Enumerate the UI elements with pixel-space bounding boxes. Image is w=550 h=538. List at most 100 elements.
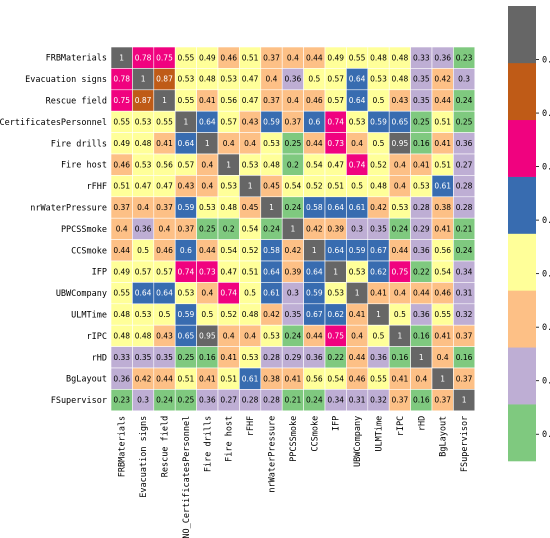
heatmap-cell-value: 0.5 — [137, 246, 149, 255]
heatmap-cell-value: 0.4 — [394, 289, 406, 298]
heatmap-cell-value: 0.74 — [349, 160, 366, 169]
heatmap-cell-value: 0.54 — [242, 225, 259, 234]
heatmap-cell-value: 0.48 — [113, 332, 130, 341]
heatmap-cell-value: 0.4 — [287, 96, 299, 105]
heatmap-cell-value: 0.49 — [199, 53, 216, 62]
heatmap-cell-value: 0.53 — [135, 310, 152, 319]
heatmap-cell-value: 0.25 — [285, 139, 302, 148]
heatmap-cell-value: 0.22 — [413, 267, 430, 276]
heatmap-cell-value: 0.42 — [263, 310, 280, 319]
heatmap-cell-value: 0.33 — [413, 53, 430, 62]
heatmap-cell-value: 0.41 — [220, 353, 237, 362]
heatmap-cell-value: 0.47 — [156, 182, 173, 191]
heatmap-cell-value: 0.57 — [178, 160, 195, 169]
heatmap-cell-value: 0.95 — [392, 139, 409, 148]
heatmap-cell-value: 0.48 — [392, 53, 409, 62]
heatmap-cell-value: 0.5 — [373, 96, 385, 105]
column-tick-label: nrWaterPressure — [268, 416, 278, 493]
heatmap-cell-value: 0.37 — [178, 225, 195, 234]
heatmap-cell-value: 0.22 — [327, 353, 344, 362]
heatmap-cell-value: 0.43 — [392, 96, 409, 105]
heatmap-cell-value: 0.35 — [413, 75, 430, 84]
heatmap-cell-value: 0.35 — [135, 353, 152, 362]
row-tick-label: UBWCompany — [56, 289, 107, 299]
heatmap-cell-value: 0.56 — [306, 374, 323, 383]
heatmap-cell-value: 0.44 — [306, 53, 323, 62]
heatmap-cell-value: 0.41 — [199, 96, 216, 105]
row-tick-label: IFP — [92, 268, 107, 278]
heatmap-cell-value: 0.78 — [135, 53, 152, 62]
heatmap-cell-value: 0.95 — [199, 332, 216, 341]
heatmap-cell-value: 0.58 — [263, 246, 280, 255]
row-tick-label: rFHF — [87, 182, 107, 192]
column-tick-label: CCSmoke — [310, 416, 320, 452]
heatmap-cell-value: 0.3 — [137, 396, 149, 405]
heatmap-cell-value: 0.35 — [413, 96, 430, 105]
heatmap-cell-value: 0.44 — [113, 246, 130, 255]
heatmap-cell-value: 0.49 — [113, 139, 130, 148]
heatmap-cell-value: 0.4 — [223, 139, 235, 148]
column-tick-label: rHD — [417, 416, 427, 431]
heatmap-cell-value: 0.53 — [392, 203, 409, 212]
heatmap-cell-value: 0.53 — [199, 203, 216, 212]
heatmap-cell-value: 0.47 — [220, 267, 237, 276]
heatmap-cell-value: 0.41 — [285, 374, 302, 383]
heatmap-cell-value: 0.61 — [263, 289, 280, 298]
heatmap-cell-value: 0.59 — [178, 203, 195, 212]
heatmap-cell-value: 0.24 — [285, 332, 302, 341]
heatmap-cell-value: 0.25 — [199, 225, 216, 234]
heatmap-cell-value: 0.4 — [244, 332, 256, 341]
heatmap-cell-value: 0.36 — [135, 225, 152, 234]
heatmap-cell-value: 0.75 — [156, 53, 173, 62]
heatmap-cell-value: 0.51 — [242, 53, 259, 62]
heatmap-cell-value: 0.64 — [306, 267, 323, 276]
heatmap-cell-value: 0.57 — [327, 96, 344, 105]
heatmap-cell — [453, 389, 476, 412]
heatmap-cell-value: 0.24 — [392, 225, 409, 234]
heatmap-cell-value: 0.24 — [156, 396, 173, 405]
heatmap-cell-value: 0.4 — [201, 289, 213, 298]
heatmap-cell-value: 0.53 — [220, 182, 237, 191]
heatmap-cell-value: 0.25 — [178, 353, 195, 362]
column-tick-label: Fire host — [225, 416, 235, 462]
heatmap-cell-value: 0.28 — [242, 396, 259, 405]
heatmap-cell-value: 0.53 — [349, 267, 366, 276]
heatmap-cell-value: 0.65 — [178, 332, 195, 341]
heatmap-cell-value: 0.44 — [413, 289, 430, 298]
heatmap-cell-value: 0.25 — [413, 118, 430, 127]
heatmap-cell-value: 0.24 — [285, 203, 302, 212]
heatmap-cell-value: 0.4 — [437, 353, 449, 362]
heatmap-cell-value: 0.73 — [199, 267, 216, 276]
heatmap-cell-value: 1 — [376, 310, 381, 319]
heatmap-cell-value: 0.48 — [135, 139, 152, 148]
colorbar-tick-label: 0.4 — [542, 323, 550, 333]
heatmap-cell-value: 0.16 — [413, 396, 430, 405]
heatmap-cell-value: 0.42 — [285, 246, 302, 255]
heatmap-cell-value: 0.52 — [242, 246, 259, 255]
heatmap-cell-value: 0.2 — [287, 160, 299, 169]
heatmap-cell-value: 0.36 — [199, 396, 216, 405]
heatmap-cell-value: 0.25 — [178, 396, 195, 405]
heatmap-cell-value: 0.3 — [351, 225, 363, 234]
heatmap-cell-value: 0.35 — [370, 225, 387, 234]
heatmap-cell-value: 0.64 — [349, 75, 366, 84]
heatmap-cell-value: 1 — [119, 53, 124, 62]
heatmap-cell-value: 0.42 — [434, 75, 451, 84]
heatmap-cell-value: 0.53 — [242, 160, 259, 169]
heatmap-cell-value: 0.41 — [392, 374, 409, 383]
heatmap-cell-value: 0.44 — [392, 246, 409, 255]
heatmap-cell-value: 0.42 — [135, 374, 152, 383]
heatmap-cell-value: 0.43 — [156, 332, 173, 341]
heatmap-cell-value: 0.36 — [285, 75, 302, 84]
heatmap-cell-value: 0.74 — [220, 289, 237, 298]
column-tick-label: UBWCompany — [353, 416, 363, 467]
heatmap-cell-value: 1 — [462, 396, 467, 405]
heatmap-cell-value: 1 — [226, 160, 231, 169]
column-tick-label: Evacuation signs — [139, 416, 149, 498]
heatmap-cell-value: 0.61 — [434, 182, 451, 191]
heatmap-cell-value: 0.51 — [242, 267, 259, 276]
heatmap-cell-value: 0.61 — [242, 374, 259, 383]
heatmap-cell-value: 0.44 — [349, 353, 366, 362]
heatmap-cell-value: 0.78 — [113, 75, 130, 84]
heatmap-cell-value: 0.49 — [113, 267, 130, 276]
